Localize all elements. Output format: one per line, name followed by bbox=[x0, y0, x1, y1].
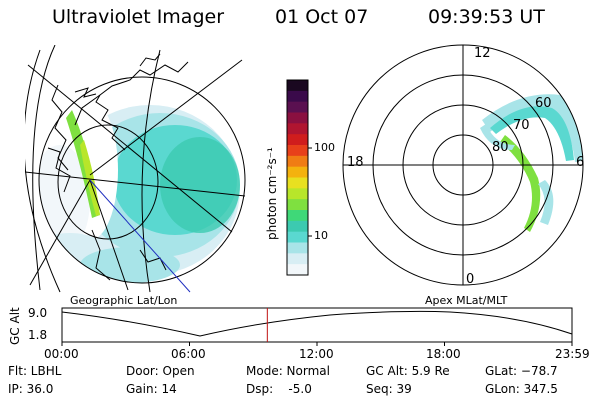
colorbar-segment bbox=[287, 80, 308, 92]
seq-info: Seq: 39 bbox=[366, 382, 412, 396]
colorbar-segment bbox=[287, 155, 308, 168]
mlt-label-18: 18 bbox=[347, 155, 364, 170]
glon-info: GLon: 347.5 bbox=[485, 382, 558, 396]
colorbar-segment bbox=[287, 264, 308, 276]
timeline-ytick-low: 1.8 bbox=[28, 328, 48, 342]
glat-info: GLat: −78.7 bbox=[485, 364, 558, 378]
date-label: 01 Oct 07 bbox=[275, 6, 369, 28]
timeline-ylabel: GC Alt bbox=[8, 307, 22, 345]
mlat-label-60: 60 bbox=[535, 96, 552, 111]
timeline-xtick-0600: 06:00 bbox=[171, 347, 206, 361]
sun-direction-line bbox=[89, 179, 191, 293]
timeline-xtick-2359: 23:59 bbox=[555, 347, 590, 361]
colorbar-segment bbox=[287, 101, 308, 113]
colorbar-segment bbox=[287, 145, 308, 157]
colorbar-segment bbox=[287, 253, 308, 265]
colorbar-segment bbox=[287, 220, 308, 233]
colorbar-segment bbox=[287, 90, 308, 103]
colorbar-segment bbox=[287, 242, 308, 254]
app-title: Ultraviolet Imager bbox=[52, 6, 225, 28]
mlat-label-80: 80 bbox=[492, 140, 509, 155]
colorbar-segment bbox=[287, 123, 308, 135]
geo-panel-label: Geographic Lat/Lon bbox=[70, 294, 178, 307]
mode-info: Mode: Normal bbox=[246, 364, 330, 378]
timeline-xtick-0000: 00:00 bbox=[44, 347, 79, 361]
colorbar-segment bbox=[287, 231, 308, 243]
colorbar-segment bbox=[287, 210, 308, 222]
colorbar-segment bbox=[287, 134, 308, 146]
timeline-ytick-high: 9.0 bbox=[28, 306, 48, 320]
ip-info: IP: 36.0 bbox=[8, 382, 54, 396]
mlt-label-6: 6 bbox=[576, 155, 585, 170]
apex-panel-label: Apex MLat/MLT bbox=[425, 294, 508, 307]
colorbar-tick-100: 100 bbox=[314, 141, 335, 154]
coastline-lines bbox=[47, 53, 189, 281]
gain-info: Gain: 14 bbox=[126, 382, 177, 396]
mlat-label-70: 70 bbox=[513, 118, 530, 133]
timeline-xtick-1800: 18:00 bbox=[426, 347, 461, 361]
gcalt-info: GC Alt: 5.9 Re bbox=[366, 364, 450, 378]
dsp-info: Dsp: -5.0 bbox=[246, 382, 312, 396]
colorbar-segment bbox=[287, 188, 308, 200]
filter-info: Flt: LBHL bbox=[8, 364, 62, 378]
timeline-xtick-1200: 12:00 bbox=[299, 347, 334, 361]
mlt-label-12: 12 bbox=[474, 46, 491, 61]
colorbar-segment bbox=[287, 199, 308, 211]
colorbar-segment bbox=[287, 166, 308, 178]
colorbar-tick-10: 10 bbox=[314, 229, 328, 242]
colorbar-segment bbox=[287, 112, 308, 124]
altitude-curve bbox=[61, 310, 573, 337]
colorbar-segment bbox=[287, 177, 308, 189]
mlt-label-0: 0 bbox=[466, 272, 475, 287]
door-info: Door: Open bbox=[126, 364, 195, 378]
time-label: 09:39:53 UT bbox=[428, 6, 545, 28]
